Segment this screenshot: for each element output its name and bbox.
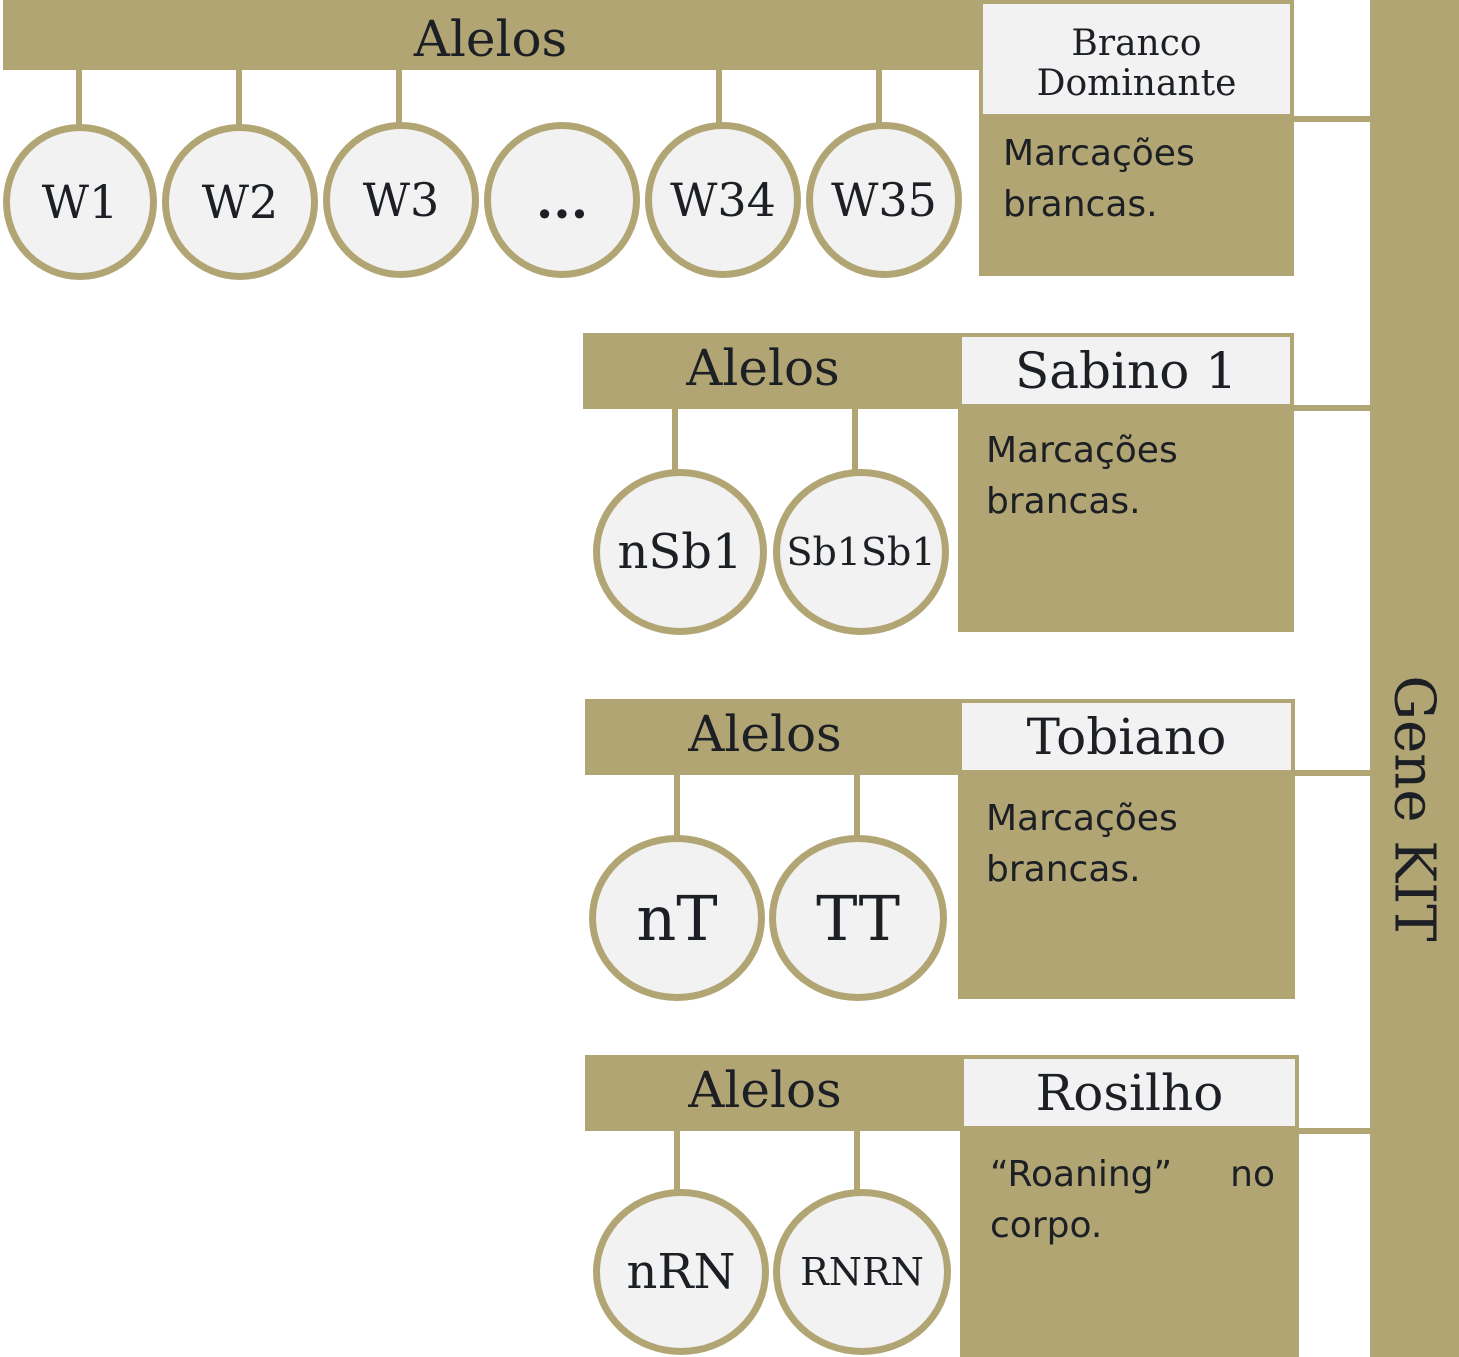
stem xyxy=(716,68,722,128)
alleles-bar-branco-dominante xyxy=(3,0,983,70)
allele-w34: W34 xyxy=(645,122,801,278)
alleles-label-branco-dominante: Alelos xyxy=(413,10,568,68)
allele-w3-label: W3 xyxy=(362,173,440,227)
alleles-bar-rosilho xyxy=(585,1055,967,1131)
allele-sb1sb1: Sb1Sb1 xyxy=(773,469,949,635)
title-sabino-1: Sabino 1 xyxy=(958,333,1294,408)
alleles-bar-sabino-1 xyxy=(583,333,963,409)
title-branco-dominante: Branco Dominante xyxy=(979,0,1294,118)
gene-kit-label-wrap: Gene KIT xyxy=(1370,0,1459,1357)
allele-ellipsis-label: ... xyxy=(535,170,589,230)
stem xyxy=(236,68,242,128)
allele-sb1sb1-label: Sb1Sb1 xyxy=(786,530,936,574)
allele-w1-label: W1 xyxy=(41,175,119,229)
title-text-rosilho: Rosilho xyxy=(1035,1063,1224,1122)
alleles-label-sabino-1: Alelos xyxy=(686,339,840,397)
stem xyxy=(674,773,680,839)
stem xyxy=(852,407,858,473)
title-text-sabino-1: Sabino 1 xyxy=(1014,341,1238,400)
allele-nrn-label: nRN xyxy=(626,1244,736,1300)
allele-w3: W3 xyxy=(323,122,479,278)
alleles-label-rosilho: Alelos xyxy=(688,1061,842,1119)
description-text-branco-dominante: Marcações brancas. xyxy=(1003,133,1195,225)
allele-rnrn: RNRN xyxy=(773,1189,951,1355)
allele-nsb1-label: nSb1 xyxy=(617,524,743,580)
allele-w35-label: W35 xyxy=(831,173,937,227)
description-text-tobiano: Marcações brancas. xyxy=(986,798,1178,890)
connector-sabino-1 xyxy=(1290,405,1372,411)
connector-rosilho xyxy=(1294,1128,1372,1134)
description-text-sabino-1: Marcações brancas. xyxy=(986,430,1178,522)
stem xyxy=(854,1129,860,1195)
allele-nsb1: nSb1 xyxy=(593,469,767,635)
allele-nt: nT xyxy=(589,835,765,1001)
alleles-label-tobiano: Alelos xyxy=(688,705,842,763)
stem xyxy=(76,68,82,128)
allele-w2: W2 xyxy=(162,124,318,280)
gene-kit-bar xyxy=(1370,0,1459,1357)
title-text-tobiano: Tobiano xyxy=(1026,707,1227,766)
stem xyxy=(854,773,860,839)
title-tobiano: Tobiano xyxy=(958,699,1295,774)
title-text-branco-dominante: Branco Dominante xyxy=(1036,23,1237,104)
alleles-bar-tobiano xyxy=(585,699,965,775)
allele-nt-label: nT xyxy=(636,881,718,955)
allele-w2-label: W2 xyxy=(201,175,279,229)
allele-ellipsis: ... xyxy=(484,122,640,278)
allele-w35: W35 xyxy=(806,122,962,278)
stem xyxy=(876,68,882,128)
allele-tt-label: TT xyxy=(816,881,900,955)
allele-w34-label: W34 xyxy=(670,173,776,227)
description-text-rosilho: “Roaning” no corpo. xyxy=(990,1154,1275,1246)
title-rosilho: Rosilho xyxy=(960,1055,1299,1130)
stem xyxy=(396,68,402,128)
gene-kit-label: Gene KIT xyxy=(1382,675,1448,942)
allele-nrn: nRN xyxy=(593,1189,769,1355)
stem xyxy=(674,1129,680,1195)
allele-tt: TT xyxy=(769,835,947,1001)
connector-tobiano xyxy=(1290,770,1372,776)
stem xyxy=(672,407,678,473)
allele-rnrn-label: RNRN xyxy=(800,1250,924,1294)
allele-w1: W1 xyxy=(3,124,157,280)
connector-branco-dominante xyxy=(1290,116,1372,122)
